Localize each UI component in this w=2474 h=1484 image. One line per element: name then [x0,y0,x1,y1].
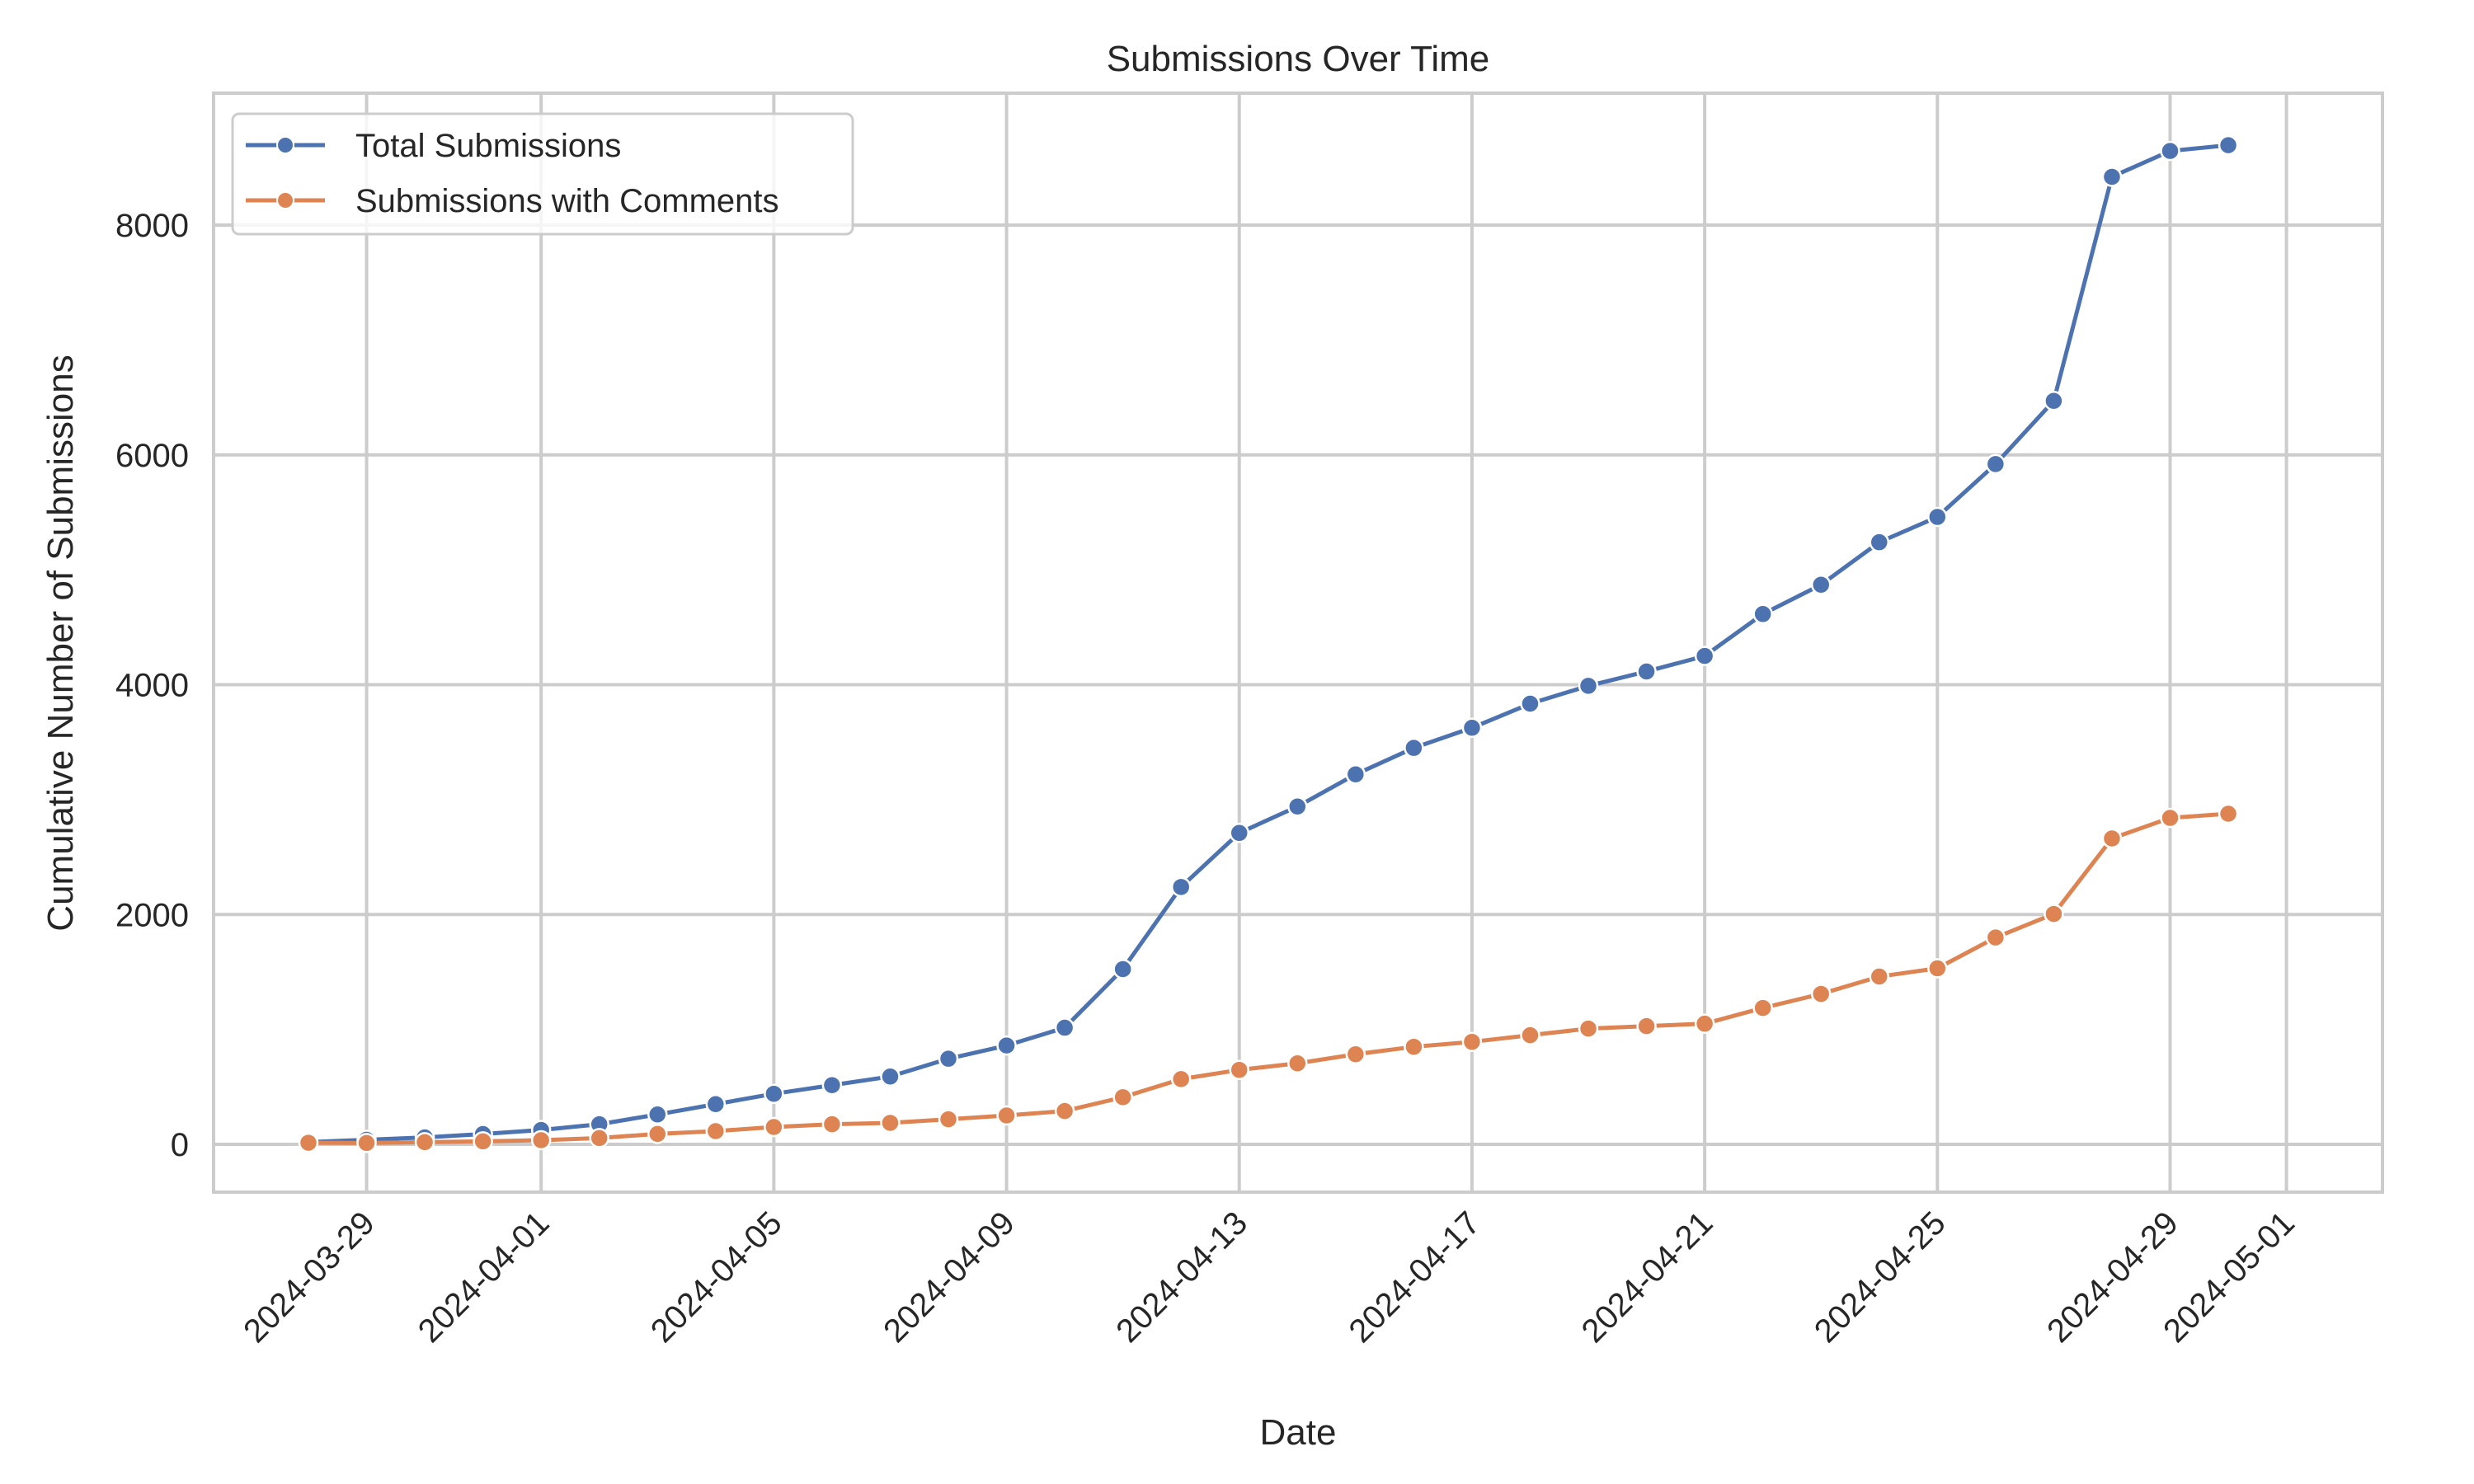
data-point [1054,1017,1075,1038]
data-point [1287,796,1308,817]
data-point [2160,140,2180,162]
y-tick-label: 4000 [115,668,189,704]
data-point [1461,717,1483,739]
data-point [1578,675,1599,697]
legend: Total Submissions Submissions with Comme… [231,112,854,236]
chart-title: Submissions Over Time [1107,39,1490,79]
data-point [1985,453,2006,475]
data-point [2101,167,2123,187]
legend-marker-icon [276,136,294,154]
data-point [2160,807,2180,829]
legend-item-comments: Submissions with Comments [246,183,779,219]
y-tick-label: 6000 [115,438,189,474]
data-point [1985,927,2006,948]
data-point [821,1074,843,1096]
data-point [996,1035,1017,1056]
y-axis-label: Cumulative Number of Submissions [40,355,81,931]
data-point [473,1131,493,1152]
data-point [880,1112,901,1134]
data-point [1461,1031,1483,1052]
data-point [705,1093,727,1115]
data-point [1927,958,1948,979]
data-point [589,1128,609,1148]
legend-box [231,112,854,236]
y-tick-label: 2000 [115,897,189,933]
data-point [1170,876,1192,898]
y-gridlines [214,223,2382,1147]
legend-item-total: Total Submissions [246,128,621,164]
data-point [938,1109,959,1129]
x-gridlines [365,93,2288,1192]
data-point [1869,966,1890,987]
data-point [530,1129,552,1151]
legend-label-total: Total Submissions [355,128,621,164]
axes-frame [212,92,2384,1194]
data-point [1578,1018,1599,1039]
series-layer [298,134,2239,1153]
data-point [1054,1101,1075,1121]
data-point [1345,1044,1366,1064]
data-point [1810,575,1832,595]
series-line [308,143,2229,1144]
data-point [2218,134,2239,156]
data-point [1752,603,1773,625]
data-point [1520,1025,1540,1045]
data-point [1694,646,1715,666]
data-point [1636,661,1657,682]
data-point [1345,763,1366,785]
data-point [356,1133,377,1153]
y-tick-label: 0 [171,1127,189,1163]
data-point [1112,1087,1133,1108]
data-point [647,1124,668,1144]
data-point [1520,693,1540,714]
data-point [1636,1016,1657,1036]
data-point [414,1132,435,1153]
x-axis-label: Date [1260,1412,1337,1453]
data-point [2044,391,2064,411]
data-point [1927,506,1948,528]
data-point [2101,828,2123,849]
legend-label-comments: Submissions with Comments [355,183,779,219]
data-point [1869,532,1890,552]
data-point [1229,823,1249,843]
y-axis-ticks: 0 2000 4000 6000 8000 [115,208,189,1163]
series-1 [298,803,2239,1153]
data-point [1752,998,1773,1018]
data-point [1170,1068,1192,1090]
data-point [764,1083,784,1104]
data-point [705,1120,727,1142]
data-point [647,1104,668,1125]
data-point [764,1116,784,1138]
data-point [2044,904,2064,924]
data-point [1694,1013,1715,1034]
data-point [1287,1053,1308,1074]
series-line [308,811,2229,1145]
data-point [1810,984,1832,1004]
y-tick-label: 8000 [115,208,189,244]
data-point [938,1048,959,1069]
legend-marker-icon [276,191,294,209]
data-point [880,1066,901,1087]
plot-area [212,92,2384,1194]
data-point [1229,1059,1249,1080]
data-point [2218,803,2239,824]
data-point [821,1114,843,1134]
data-point [298,1132,319,1153]
data-point [1404,737,1424,758]
data-point [1404,1036,1424,1057]
data-point [1112,959,1133,979]
data-point [996,1105,1017,1126]
